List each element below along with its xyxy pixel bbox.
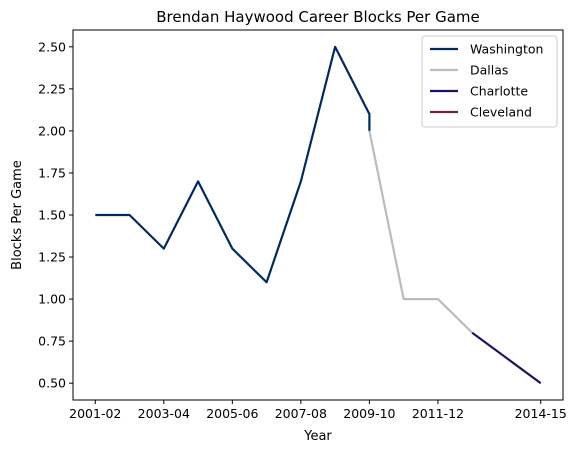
y-axis-ticks: 0.50 0.75 1.00 1.25 1.50 1.75 2.00 2.25 2.50 <box>38 39 73 391</box>
x-tick-label: 2011-12 <box>412 406 464 421</box>
legend-box <box>421 35 558 128</box>
series-line-charlotte <box>471 331 542 385</box>
legend-label-charlotte: Charlotte <box>470 84 528 99</box>
x-tick-label: 2003-04 <box>138 406 190 421</box>
legend-label-washington: Washington <box>470 42 543 57</box>
y-tick-label: 1.00 <box>38 292 66 307</box>
y-tick-label: 1.25 <box>38 250 66 265</box>
y-axis-title: Blocks Per Game <box>10 160 25 270</box>
x-axis-title: Year <box>303 429 332 444</box>
x-axis-ticks: 2001-02 2003-04 2005-06 2007-08 2009-10 2011-… <box>69 400 567 421</box>
x-tick-label: 2005-06 <box>206 406 258 421</box>
legend-label-dallas: Dallas <box>470 63 508 78</box>
legend: Washington Dallas Charlotte Cleveland <box>421 35 558 128</box>
y-tick-label: 1.75 <box>38 165 66 180</box>
y-tick-label: 2.00 <box>38 123 66 138</box>
y-tick-label: 2.50 <box>38 39 66 54</box>
y-tick-label: 0.75 <box>38 334 66 349</box>
series-line-washington <box>95 45 371 284</box>
series-layer <box>95 45 542 385</box>
chart-title: Brendan Haywood Career Blocks Per Game <box>156 8 480 26</box>
y-tick-label: 2.25 <box>38 81 66 96</box>
y-tick-label: 0.50 <box>38 376 66 391</box>
x-tick-label: 2001-02 <box>69 406 121 421</box>
series-line-dallas <box>368 130 473 334</box>
x-tick-label: 2014-15 <box>515 406 567 421</box>
legend-label-cleveland: Cleveland <box>470 105 532 120</box>
x-tick-label: 2009-10 <box>343 406 395 421</box>
x-tick-label: 2007-08 <box>275 406 327 421</box>
y-tick-label: 1.50 <box>38 208 66 223</box>
